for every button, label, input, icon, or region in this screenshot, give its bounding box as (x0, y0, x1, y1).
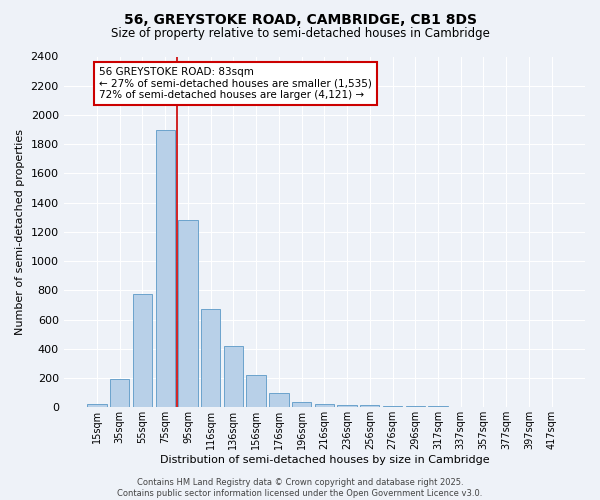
Bar (428, 406, 448, 407)
Bar (133, 294, 152, 408)
Bar (474, 406, 493, 408)
Bar (360, 405, 379, 407)
Bar (178, 220, 197, 408)
Bar (88, 404, 107, 407)
Text: 56, GREYSTOKE ROAD, CAMBRIDGE, CB1 8DS: 56, GREYSTOKE ROAD, CAMBRIDGE, CB1 8DS (124, 12, 476, 26)
Text: 56 GREYSTOKE ROAD: 83sqm
← 27% of semi-detached houses are smaller (1,535)
72% o: 56 GREYSTOKE ROAD: 83sqm ← 27% of semi-d… (99, 67, 372, 100)
Bar (314, 404, 334, 407)
Text: Size of property relative to semi-detached houses in Cambridge: Size of property relative to semi-detach… (110, 28, 490, 40)
Bar (269, 392, 289, 407)
Bar (155, 130, 175, 407)
Bar (201, 310, 220, 408)
Text: Contains HM Land Registry data © Crown copyright and database right 2025.
Contai: Contains HM Land Registry data © Crown c… (118, 478, 482, 498)
Bar (383, 406, 402, 407)
Bar (292, 402, 311, 407)
Bar (247, 375, 266, 408)
Bar (337, 405, 357, 407)
Bar (110, 379, 130, 408)
X-axis label: Distribution of semi-detached houses by size in Cambridge: Distribution of semi-detached houses by … (160, 455, 489, 465)
Bar (451, 406, 470, 408)
Y-axis label: Number of semi-detached properties: Number of semi-detached properties (15, 129, 25, 335)
Bar (406, 406, 425, 407)
Bar (224, 346, 243, 408)
